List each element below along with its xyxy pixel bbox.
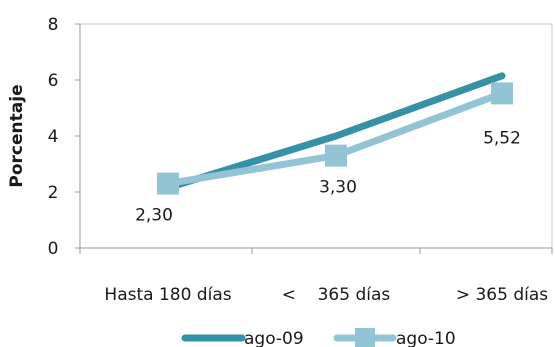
y-tick-label: 6 [48,71,59,91]
legend: ago-09 ago-10 [181,328,456,347]
x-tick-label: Hasta 180 días [104,285,231,305]
legend-label: ago-09 [244,329,304,347]
plot-area [79,23,553,249]
y-tick-label: 0 [48,239,59,259]
y-tick-label: 8 [48,15,59,35]
legend-label: ago-10 [396,329,456,347]
data-labels: 2,30 3,30 5,52 [135,128,521,225]
x-tick-label: > 365 días [456,285,548,305]
data-point [157,172,179,195]
legend-marker [355,328,375,347]
series-line-ago-09 [164,72,506,192]
data-point [491,82,513,105]
series-layer [157,72,513,195]
x-tick-label: < 365 días [282,285,391,305]
data-point [325,144,347,167]
data-label: 2,30 [135,206,173,226]
x-axis: Hasta 180 días < 365 días > 365 días [79,247,553,305]
y-axis: 0 2 4 6 8 [48,15,81,259]
y-tick-label: 4 [48,127,59,147]
y-tick-label: 2 [48,183,59,203]
y-axis-label: Porcentaje [7,84,27,187]
data-label: 3,30 [319,178,357,198]
data-label: 5,52 [483,128,521,148]
